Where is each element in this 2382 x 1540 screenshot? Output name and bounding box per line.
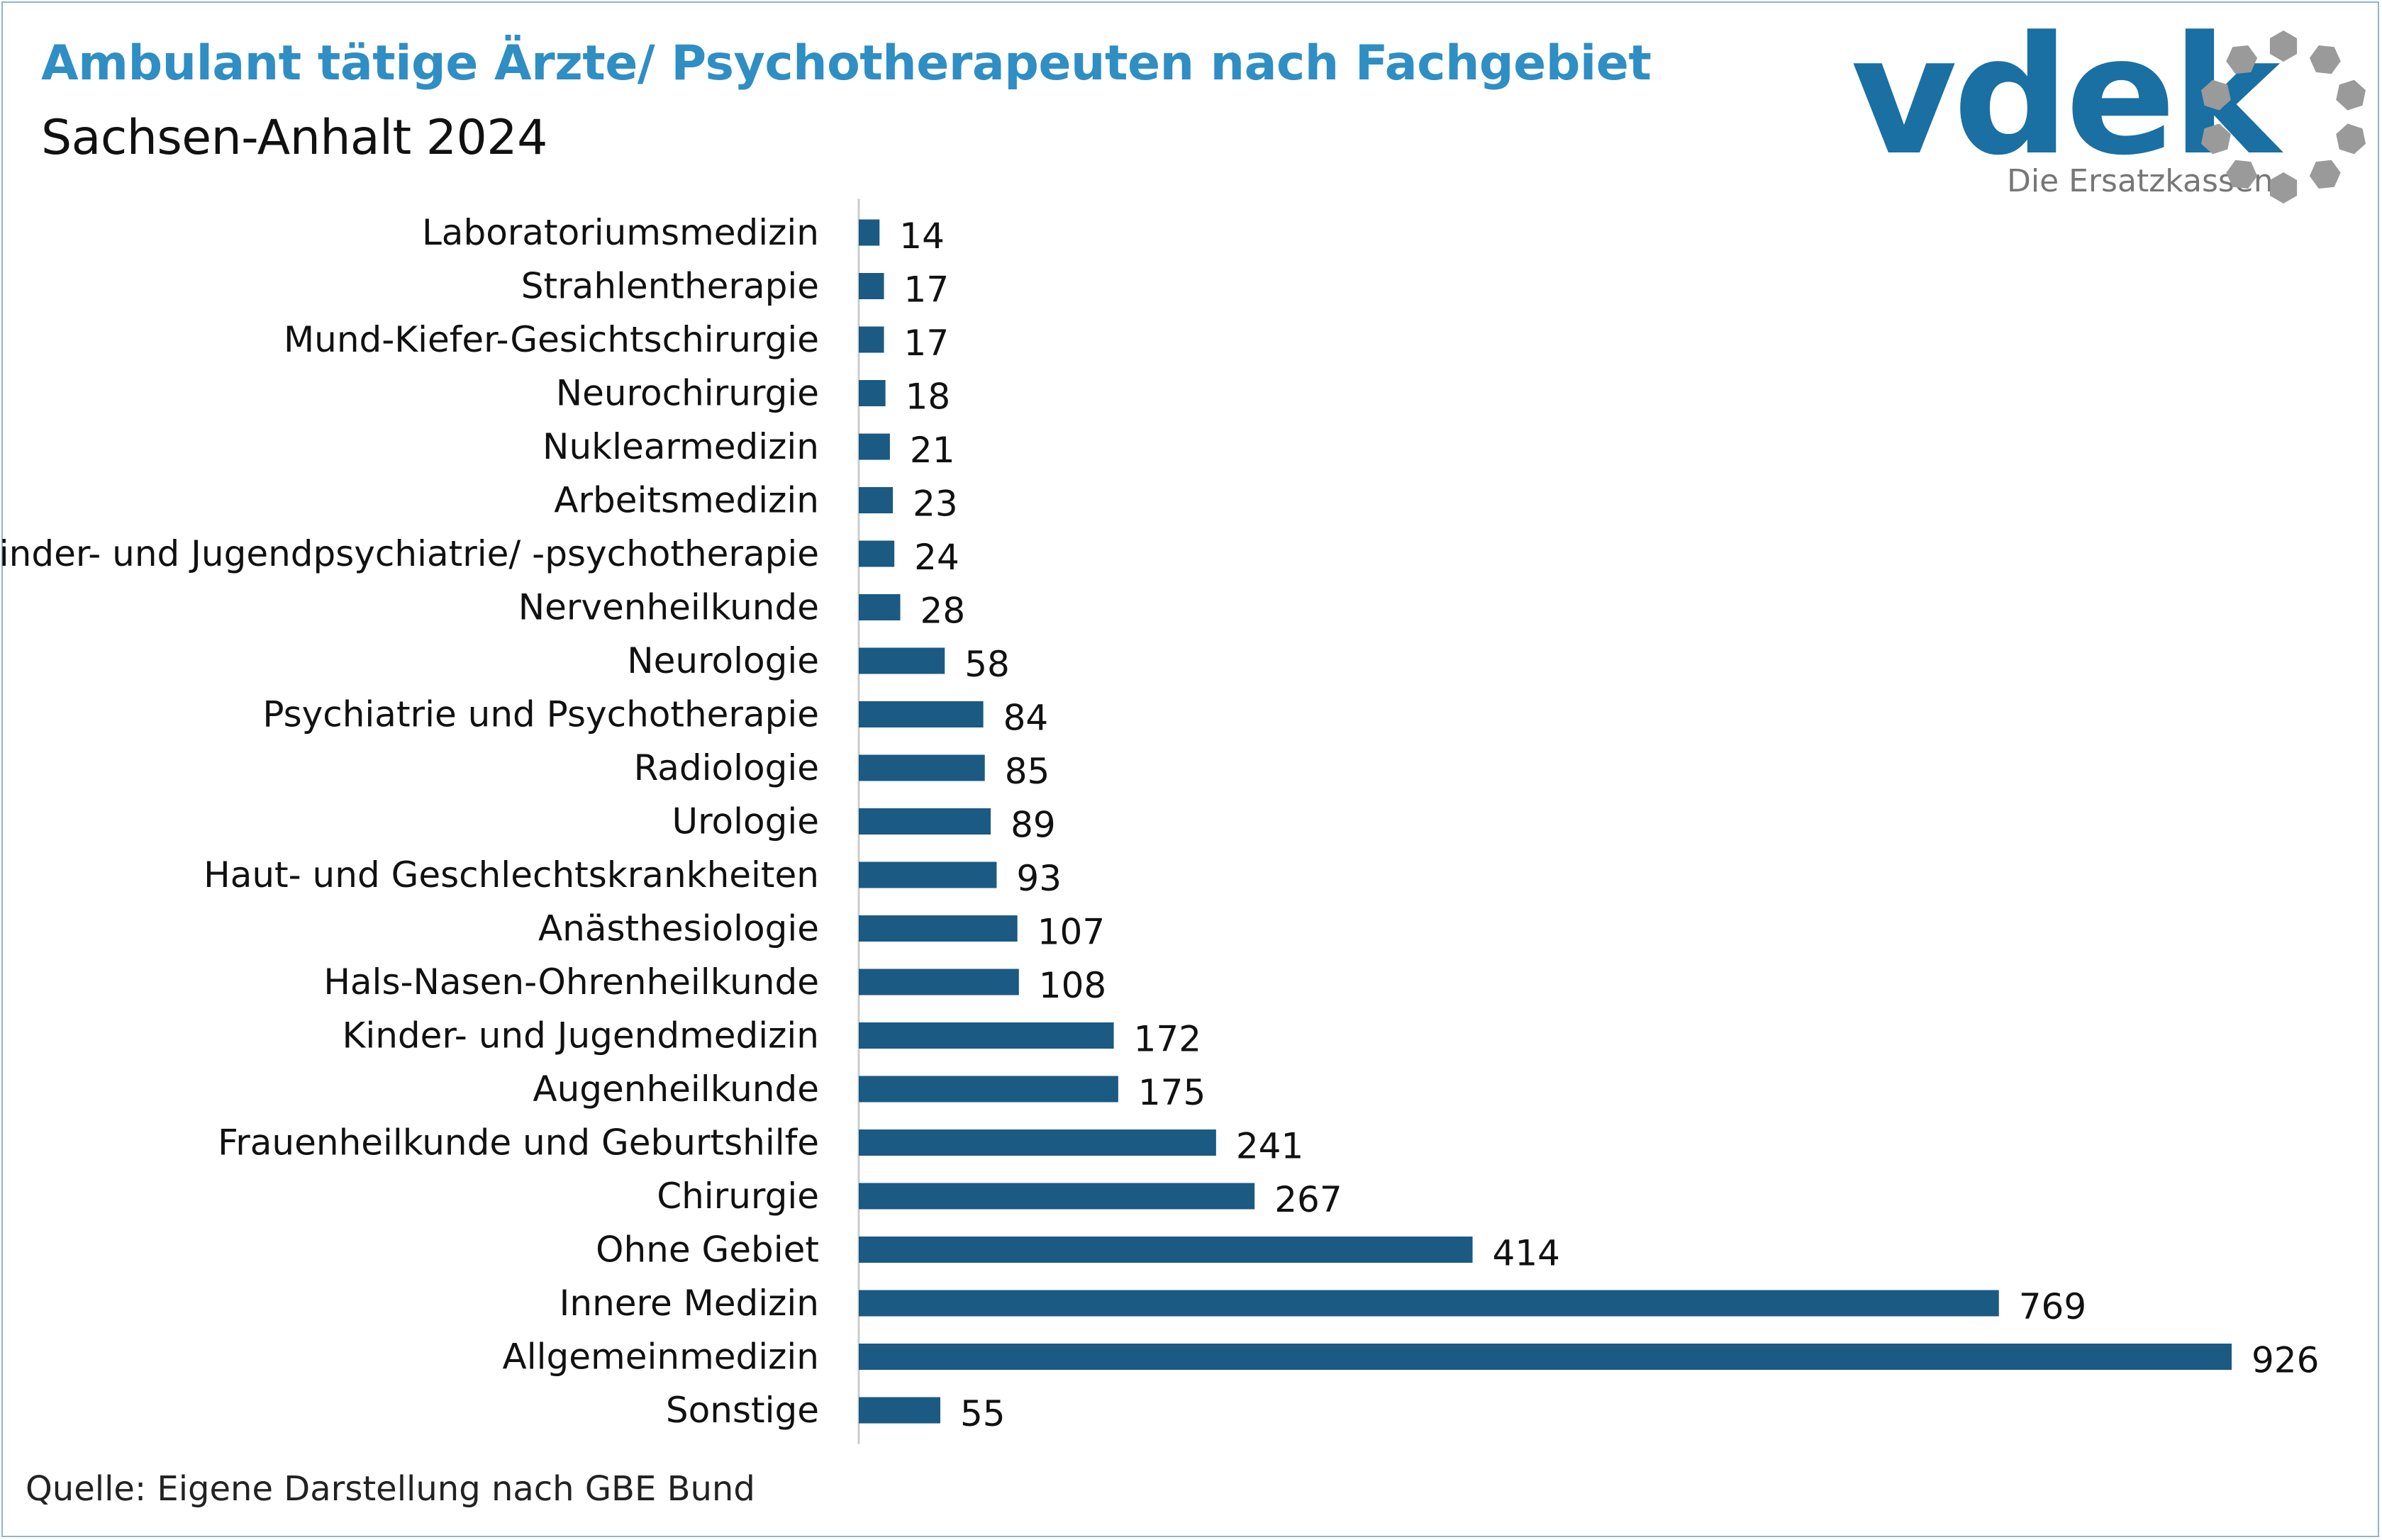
value-labels-group: 14 17 17 18 21 23 24 28 58 84 85 89 93 107 108 172 175 24… [899,216,2319,1434]
bar [859,540,895,567]
category-label: Radiologie [634,747,819,788]
bar [859,433,890,460]
bar [859,861,997,888]
value-label: 108 [1039,965,1106,1006]
value-label: 93 [1016,858,1062,899]
category-labels-group: Laboratoriumsmedizin Strahlentherapie Mund… [0,212,819,1431]
category-label: Hals-Nasen-Ohrenheilkunde [323,961,819,1003]
bar [859,808,991,835]
bar [859,1397,940,1424]
bar [859,1183,1255,1210]
logo-ring-segment [2269,30,2298,62]
bar [859,1344,2232,1370]
bar [859,969,1019,995]
value-label: 24 [914,537,959,578]
value-label: 18 [906,376,951,418]
logo-ring-segment [2201,79,2231,111]
bar [859,1076,1118,1103]
category-label: Kinder- und Jugendmedizin [343,1015,819,1056]
bar [859,701,984,727]
value-label: 107 [1037,912,1105,953]
category-label: Arbeitsmedizin [554,480,819,521]
logo-ring-segment [2309,160,2341,189]
bar [859,594,901,620]
logo-ring-segment [2336,79,2366,111]
bar [859,1129,1216,1156]
value-label: 17 [904,269,950,311]
bar [859,1022,1114,1049]
category-label: Mund-Kiefer-Gesichtschirurgie [284,319,819,360]
logo-ring-segment [2336,123,2366,155]
category-label: Neurologie [627,640,819,681]
category-label: Allgemeinmedizin [503,1337,819,1378]
source-note: Quelle: Eigene Darstellung nach GBE Bund [26,1469,755,1509]
category-label: Neurochirurgie [556,373,819,414]
category-label: Nuklearmedizin [542,426,819,467]
value-label: 17 [904,323,950,364]
category-label: Strahlentherapie [521,266,819,307]
logo-ring-segment [2309,45,2341,74]
value-label: 175 [1138,1072,1206,1113]
bar [859,1237,1473,1263]
category-label: Laboratoriumsmedizin [422,212,819,253]
category-label: Frauenheilkunde und Geburtshilfe [218,1122,819,1164]
logo-ring-segment [2226,160,2258,189]
category-label: Augenheilkunde [533,1068,819,1110]
value-label: 172 [1134,1019,1201,1060]
category-label: Haut- und Geschlechtskrankheiten [204,854,819,895]
logo-ring-segment [2226,45,2258,74]
bar [859,326,884,353]
category-label: Psychiatrie und Psychotherapie [262,694,819,735]
logo-ring-segment [2201,123,2231,155]
bars-group [859,219,2232,1424]
value-label: 926 [2252,1340,2319,1381]
bar [859,647,945,674]
bar [859,219,880,246]
bar [859,1290,1999,1317]
category-label: Ohne Gebiet [596,1229,819,1271]
category-label: Innere Medizin [560,1283,819,1324]
value-label: 769 [2019,1286,2086,1327]
value-label: 267 [1274,1179,1342,1220]
value-label: 55 [960,1393,1006,1434]
value-label: 414 [1493,1233,1560,1274]
vdek-logo: vdek Die Ersatzkassen [1851,14,2366,203]
value-label: 14 [899,216,945,257]
value-label: 85 [1005,751,1050,792]
category-label: Chirurgie [657,1176,819,1217]
logo-ring-segment [2269,172,2298,203]
bar [859,754,985,781]
category-label: Sonstige [666,1390,819,1431]
value-label: 23 [913,484,958,525]
value-label: 58 [964,644,1010,685]
bar [859,487,894,513]
category-label: Kinder- und Jugendpsychiatrie/ -psychoth… [0,533,819,574]
value-label: 28 [920,591,966,632]
category-label: Urologie [672,801,819,842]
value-label: 21 [910,430,955,471]
bar [859,915,1018,942]
logo-ring-icon [2201,30,2366,203]
chart-subtitle: Sachsen-Anhalt 2024 [41,110,547,166]
value-label: 89 [1011,805,1056,846]
value-label: 84 [1003,698,1049,739]
category-label: Anästhesiologie [538,908,819,949]
bar [859,380,886,406]
chart-title: Ambulant tätige Ärzte/ Psychotherapeuten… [41,35,1652,91]
category-label: Nervenheilkunde [518,587,819,628]
bar [859,273,884,299]
value-label: 241 [1236,1126,1303,1167]
